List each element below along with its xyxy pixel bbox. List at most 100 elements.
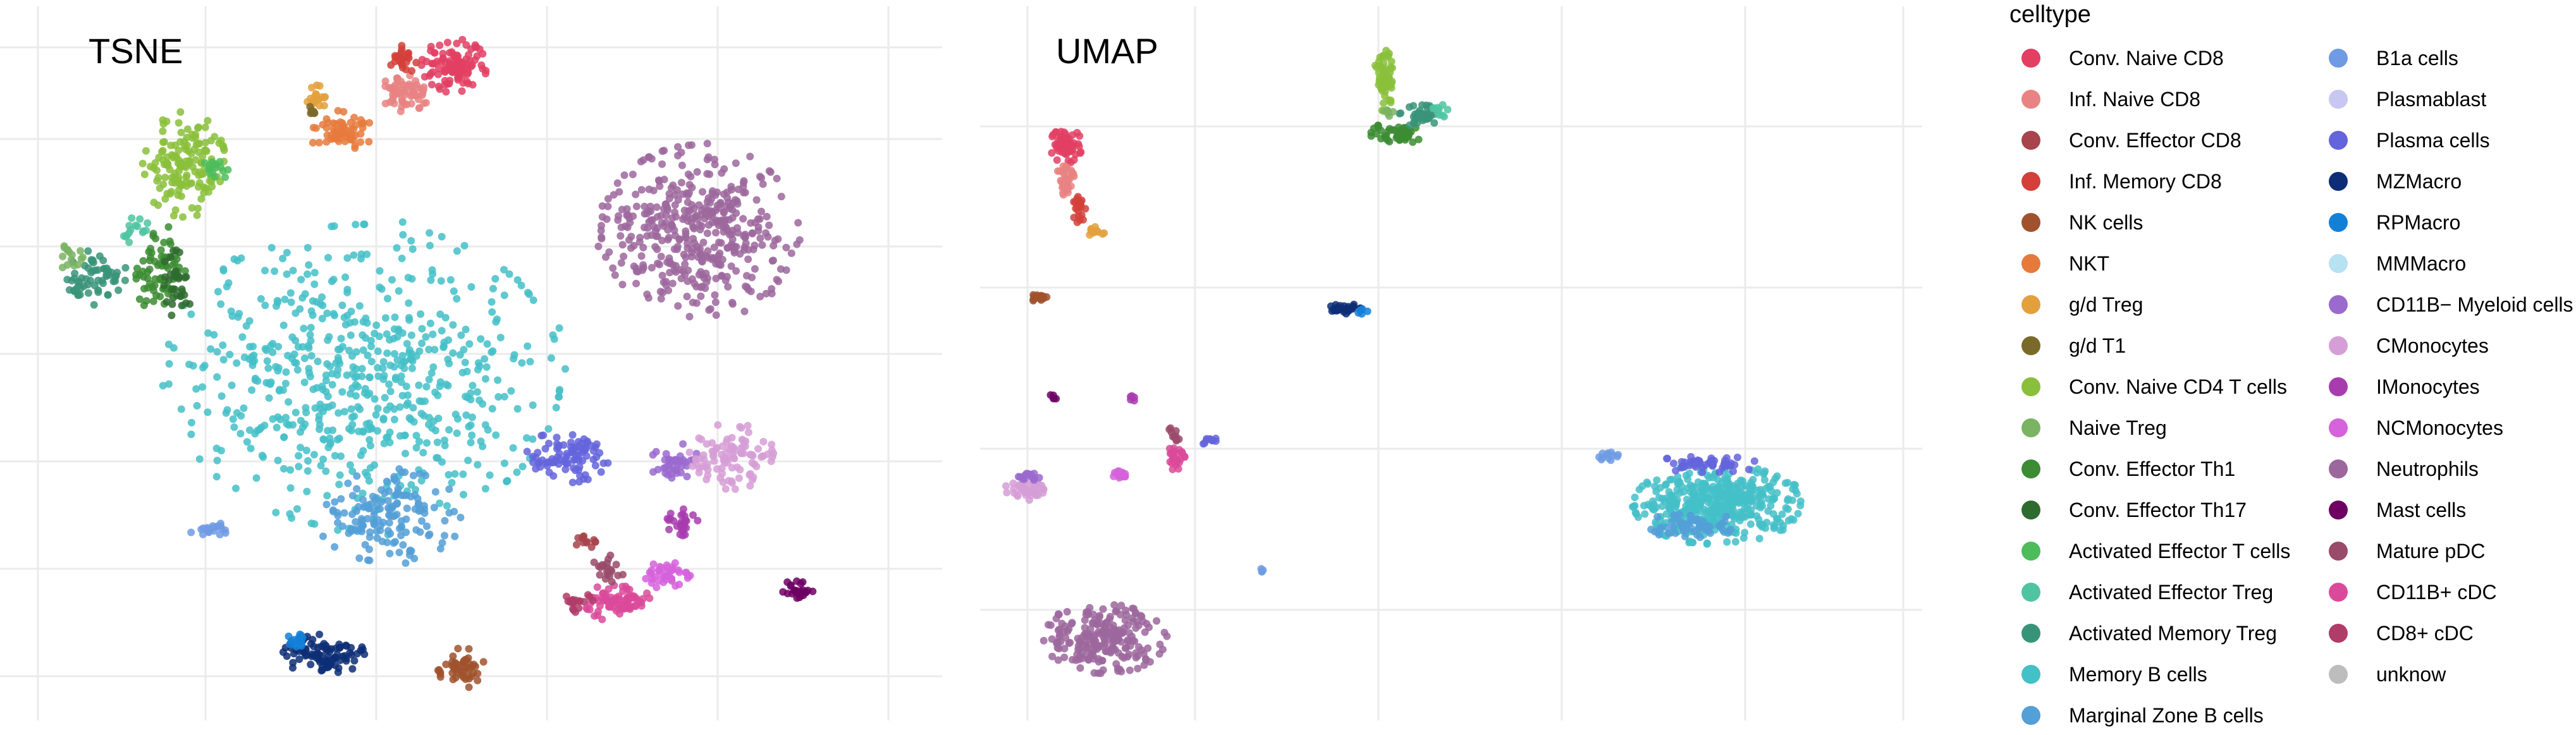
point [283, 248, 291, 257]
point [1155, 650, 1163, 658]
point [398, 64, 407, 72]
point [1168, 433, 1177, 440]
point [679, 440, 687, 448]
legend-key [2021, 213, 2040, 232]
point [1141, 628, 1149, 636]
cluster-memory-b-cells [159, 218, 569, 539]
point [1014, 473, 1022, 481]
point [712, 229, 720, 237]
point [417, 506, 425, 514]
point [357, 138, 365, 146]
legend-key [2329, 49, 2348, 68]
point [441, 517, 449, 525]
point [1048, 133, 1057, 140]
legend-key [2021, 49, 2040, 68]
point [682, 233, 690, 241]
point [673, 243, 682, 251]
point [741, 234, 749, 242]
point [629, 171, 637, 178]
cluster-inf-memory-cd8 [1070, 193, 1089, 226]
point [395, 549, 403, 557]
point [445, 485, 453, 493]
point [705, 306, 713, 314]
point [1075, 142, 1083, 150]
point [331, 312, 339, 320]
point [395, 465, 403, 473]
point [347, 307, 355, 315]
point [718, 442, 727, 451]
point [560, 441, 568, 449]
point [620, 171, 629, 179]
point [674, 143, 682, 151]
point [402, 528, 410, 537]
legend-item: B1a cells [2329, 47, 2458, 70]
point [322, 115, 331, 123]
point [1729, 467, 1737, 475]
point [488, 404, 496, 413]
point [147, 245, 155, 253]
point [372, 321, 381, 329]
point [323, 360, 331, 368]
point [653, 583, 661, 592]
point [220, 146, 228, 154]
point [384, 295, 391, 303]
point [1755, 535, 1763, 543]
tsne-panel: TSNE [0, 6, 942, 720]
point [1378, 52, 1387, 60]
point [161, 257, 169, 265]
point [738, 449, 745, 458]
point [307, 519, 316, 528]
legend-item: Plasmablast [2329, 88, 2486, 111]
point [340, 107, 348, 116]
point [481, 355, 489, 363]
legend-item: NK cells [2021, 211, 2143, 234]
point [352, 392, 360, 400]
point [561, 465, 570, 473]
point [320, 102, 328, 110]
point [756, 234, 764, 242]
point [383, 349, 391, 357]
point [199, 363, 207, 372]
legend-label: Inf. Naive CD8 [2069, 88, 2200, 111]
point [352, 507, 360, 515]
point [386, 387, 395, 396]
point [390, 349, 398, 358]
point [570, 456, 578, 465]
point [575, 478, 583, 486]
cluster-rpmacro [1354, 305, 1371, 318]
legend-key [2021, 542, 2040, 561]
cluster-nk-cells [1029, 291, 1051, 305]
point [353, 485, 361, 493]
point [372, 527, 381, 535]
point [794, 219, 802, 227]
point [286, 466, 295, 474]
point [204, 525, 212, 533]
point [523, 434, 531, 442]
point [468, 431, 476, 439]
point [744, 286, 752, 294]
point [371, 519, 379, 528]
point [1053, 156, 1061, 164]
point [219, 341, 227, 349]
point [464, 654, 472, 662]
point [251, 376, 259, 384]
point [1698, 463, 1707, 471]
point [591, 461, 599, 470]
legend-label: g/d T1 [2069, 334, 2126, 357]
point [1397, 109, 1405, 118]
point [67, 255, 75, 264]
point [758, 241, 766, 249]
point [1671, 503, 1679, 511]
point [494, 393, 503, 401]
point [684, 170, 692, 178]
point [1334, 306, 1342, 314]
point [598, 202, 606, 210]
point [488, 308, 496, 316]
point [1090, 631, 1098, 639]
legend-key [2021, 336, 2040, 355]
cluster-b1a-cells [187, 519, 230, 538]
point [77, 247, 84, 255]
point [393, 511, 401, 519]
point [711, 298, 720, 307]
point [662, 450, 670, 458]
